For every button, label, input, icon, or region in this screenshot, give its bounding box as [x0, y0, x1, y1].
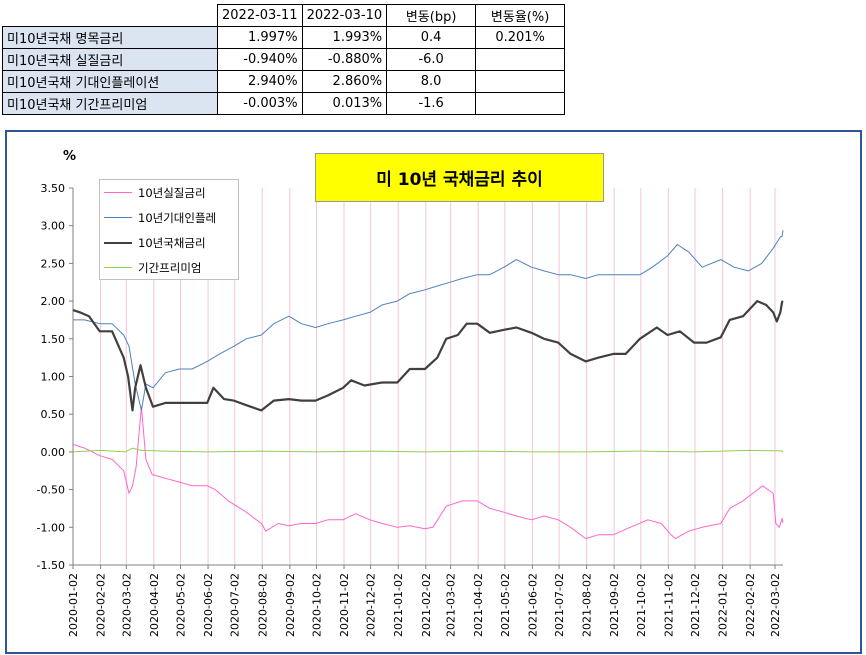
- y-tick-label: 2.00: [41, 295, 66, 308]
- series-line-3: [72, 300, 784, 412]
- x-tick-label: 2020-12-02: [365, 573, 378, 637]
- y-tick-label: 2.50: [41, 257, 66, 270]
- series-line-4: [72, 447, 784, 453]
- x-tick-label: 2020-05-02: [175, 573, 188, 637]
- row-value-1: -0.003%: [217, 92, 303, 115]
- row-change-bp: -6.0: [386, 48, 477, 71]
- summary-table: 2022-03-11 2022-03-10 변동(bp) 변동율(%) 미10년…: [2, 4, 566, 115]
- y-tick-label: 3.00: [41, 220, 66, 233]
- header-change-bp: 변동(bp): [386, 4, 477, 27]
- x-tick-label: 2022-02-02: [744, 573, 757, 637]
- row-value-1: 1.997%: [217, 26, 303, 49]
- row-change-bp: 8.0: [386, 70, 477, 93]
- chart-area: 2020-01-02 2020-02-02 2020-03-02 2020-04-02…: [5, 130, 862, 654]
- row-change-bp: 0.4: [386, 26, 477, 49]
- x-tick-label: 2020-09-02: [284, 573, 297, 637]
- legend-item: 10년국채금리: [100, 230, 238, 255]
- legend-label: 10년실질금리: [138, 185, 206, 200]
- x-tick-label: 2021-05-02: [499, 573, 512, 637]
- legend-item: 10년기대인플레: [100, 205, 238, 230]
- y-tick-label: 1.50: [41, 333, 66, 346]
- x-tick-label: 2020-06-02: [202, 573, 215, 637]
- y-tick-label: 0.00: [41, 446, 66, 459]
- table-row: 미10년국채 기간프리미엄 -0.003% 0.013% -1.6: [2, 92, 566, 115]
- row-value-2: 2.860%: [301, 70, 388, 93]
- header-date-1: 2022-03-11: [217, 4, 303, 27]
- x-tick-label: 2020-02-02: [95, 573, 108, 637]
- row-label: 미10년국채 기간프리미엄: [2, 92, 218, 115]
- y-axis-unit-label: %: [63, 149, 77, 164]
- x-tick-label: 2021-11-02: [662, 573, 675, 637]
- legend-label: 10년기대인플레: [138, 210, 217, 225]
- row-value-2: 0.013%: [301, 92, 388, 115]
- x-tick-label: 2020-04-02: [148, 573, 161, 637]
- x-tick-label: 2020-08-02: [256, 573, 269, 637]
- legend-label: 기간프리미엄: [138, 260, 202, 275]
- x-tick-label: 2021-04-02: [472, 573, 485, 637]
- x-tick-label: 2021-02-02: [420, 573, 433, 637]
- x-tick-label: 2021-01-02: [392, 573, 405, 637]
- summary-header-row: 2022-03-11 2022-03-10 변동(bp) 변동율(%): [3, 4, 566, 27]
- chart-title: 미 10년 국채금리 추이: [315, 153, 604, 202]
- legend-item: 기간프리미엄: [100, 255, 238, 280]
- x-tick-label: 2020-10-02: [310, 573, 323, 637]
- y-tick-label: -1.50: [37, 559, 65, 572]
- header-change-pct: 변동율(%): [475, 4, 566, 27]
- row-value-2: -0.880%: [301, 48, 388, 71]
- x-tick-label: 2020-07-02: [229, 573, 242, 637]
- x-tick-label: 2020-01-02: [67, 573, 80, 637]
- table-row: 미10년국채 명목금리 1.997% 1.993% 0.4 0.201%: [2, 26, 566, 49]
- table-row: 미10년국채 실질금리 -0.940% -0.880% -6.0: [2, 48, 566, 71]
- legend-swatch: [104, 217, 132, 218]
- row-change-bp: -1.6: [386, 92, 477, 115]
- y-tick-label: 3.50: [41, 182, 66, 195]
- row-label: 미10년국채 명목금리: [2, 26, 218, 49]
- row-change-pct: 0.201%: [475, 26, 566, 49]
- legend-swatch: [104, 241, 132, 244]
- row-change-pct: [475, 92, 566, 115]
- legend-swatch: [104, 192, 132, 193]
- series-line-1: [72, 406, 784, 540]
- row-value-2: 1.993%: [301, 26, 388, 49]
- x-tick-label: 2021-07-02: [553, 573, 566, 637]
- x-tick-label: 2020-11-02: [338, 573, 351, 637]
- row-label: 미10년국채 실질금리: [2, 48, 218, 71]
- row-change-pct: [475, 70, 566, 93]
- header-blank-cell: [3, 5, 218, 27]
- header-date-2: 2022-03-10: [301, 4, 388, 27]
- x-tick-label: 2022-01-02: [717, 573, 730, 637]
- x-tick-label: 2021-10-02: [635, 573, 648, 637]
- row-value-1: -0.940%: [217, 48, 303, 71]
- x-tick-label: 2021-09-02: [608, 573, 621, 637]
- y-tick-label: 0.50: [41, 408, 66, 421]
- x-tick-label: 2021-12-02: [689, 573, 702, 637]
- x-tick-label: 2021-06-02: [526, 573, 539, 637]
- x-tick-label: 2022-03-02: [769, 573, 782, 637]
- y-tick-label: -1.00: [37, 521, 65, 534]
- x-tick-label: 2021-08-02: [581, 573, 594, 637]
- legend-label: 10년국채금리: [138, 235, 206, 250]
- row-label: 미10년국채 기대인플레이션: [2, 70, 218, 93]
- table-row: 미10년국채 기대인플레이션 2.940% 2.860% 8.0: [2, 70, 566, 93]
- y-tick-label: 1.00: [41, 371, 66, 384]
- x-tick-label: 2021-03-02: [445, 573, 458, 637]
- legend-swatch: [104, 267, 132, 268]
- legend-item: 10년실질금리: [100, 180, 238, 205]
- row-change-pct: [475, 48, 566, 71]
- series-line-2: [73, 230, 784, 411]
- row-value-1: 2.940%: [217, 70, 303, 93]
- y-tick-label: -0.50: [37, 484, 65, 497]
- x-tick-label: 2020-03-02: [120, 573, 133, 637]
